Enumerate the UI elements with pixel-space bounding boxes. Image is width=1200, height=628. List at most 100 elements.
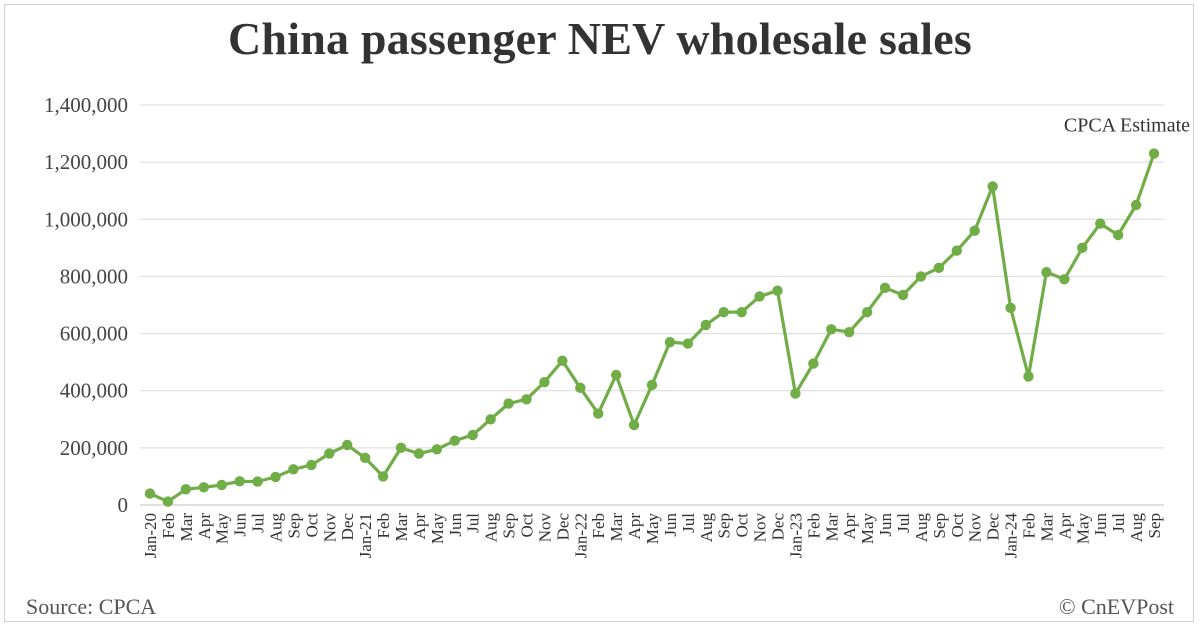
data-point [826,324,837,335]
data-point [664,336,676,348]
y-tick-label: 1,200,000 [44,150,128,174]
data-point [897,289,909,301]
y-axis-ticks: 0 200,000 400,000 600,000 800,000 1,000,000 1,… [44,93,128,517]
data-point [162,496,174,507]
credit-note: © CnEVPost [1058,594,1174,619]
data-point [180,484,192,495]
y-tick-label: 600,000 [60,322,128,346]
x-tick-label: Apr [840,513,859,540]
data-point [198,482,209,493]
y-tick-label: 200,000 [60,436,128,460]
x-tick-label: Jul [249,513,268,533]
data-point [1095,218,1106,229]
grid-layer [140,104,1164,506]
x-tick-label: Mar [822,513,841,542]
x-tick-label: Apr [1055,513,1074,540]
data-point [449,435,460,446]
series-line [149,153,1156,504]
data-point [467,429,478,441]
x-tick-label: Feb [589,513,608,539]
x-tick-label: Oct [518,513,537,538]
data-point [1041,266,1052,278]
x-tick-label: May [1073,513,1092,545]
data-point [646,379,658,391]
annotation-cpca-estimate: CPCA Estimate [1064,115,1190,137]
y-tick-label: 1,000,000 [44,207,128,231]
x-tick-label: Jan-24 [1002,513,1021,559]
x-tick-label: Sep [715,513,734,539]
y-tick-label: 400,000 [60,379,128,403]
x-tick-label: Nov [751,513,770,543]
data-point [395,442,407,454]
data-point [987,181,998,192]
x-tick-label: Sep [930,513,949,539]
x-tick-label: Jul [679,513,698,533]
data-point [915,271,927,282]
x-tick-label: Nov [535,513,554,543]
x-tick-label: May [428,513,447,545]
x-tick-label: Aug [697,513,716,543]
x-tick-label: Mar [1037,513,1056,542]
data-point [485,414,496,425]
data-point [1005,302,1016,314]
data-point [682,338,694,349]
x-tick-label: Jul [464,513,483,533]
data-point [359,452,371,464]
data-point [1112,229,1124,241]
x-tick-label: Jul [894,513,913,533]
x-tick-label: Aug [1127,513,1146,543]
data-point [754,291,765,302]
data-point [144,488,156,499]
data-point [252,476,263,487]
series-markers [144,148,1160,507]
x-tick-label: Dec [553,513,572,541]
data-point [431,444,443,455]
data-point [610,369,622,381]
data-point [234,476,245,487]
data-point [270,471,281,483]
annotation-layer: CPCA Estimate [1064,115,1190,137]
data-point [1148,148,1160,159]
source-note: Source: CPCA [26,594,157,619]
x-tick-label: Jun [231,513,250,537]
data-point [521,394,532,405]
chart-title: China passenger NEV wholesale sales [228,13,972,64]
data-point [772,285,783,296]
data-point [377,471,389,482]
x-tick-label: Mar [177,513,196,542]
x-tick-label: Mar [607,513,626,542]
data-point [844,326,855,338]
x-tick-label: Jan-23 [786,513,805,558]
data-point [539,376,550,388]
data-point [933,262,945,274]
x-tick-label: Jun [446,513,465,537]
data-point [216,479,227,491]
x-tick-label: May [213,513,232,545]
x-tick-label: Dec [984,513,1003,541]
x-tick-label: Feb [1020,513,1039,539]
data-point [736,306,747,318]
series-line-layer [149,153,1156,504]
x-tick-label: Sep [1145,513,1164,539]
data-point [575,382,586,394]
data-point [718,306,729,318]
data-point [288,464,299,475]
x-tick-label: Apr [195,513,214,540]
data-point [628,419,640,431]
x-tick-label: Aug [267,513,286,543]
x-tick-label: Mar [392,513,411,542]
data-point [1130,199,1142,211]
x-tick-label: Jan-21 [356,513,375,558]
x-tick-label: Jan-22 [571,513,590,558]
data-point [1023,371,1034,382]
x-tick-label: Sep [500,513,519,539]
data-point [413,448,425,459]
x-tick-label: Jun [876,513,895,537]
x-tick-label: Feb [804,513,823,539]
chart-frame [4,4,1194,622]
x-tick-label: Dec [338,513,357,541]
x-tick-label: Nov [320,513,339,543]
data-point [879,282,891,294]
